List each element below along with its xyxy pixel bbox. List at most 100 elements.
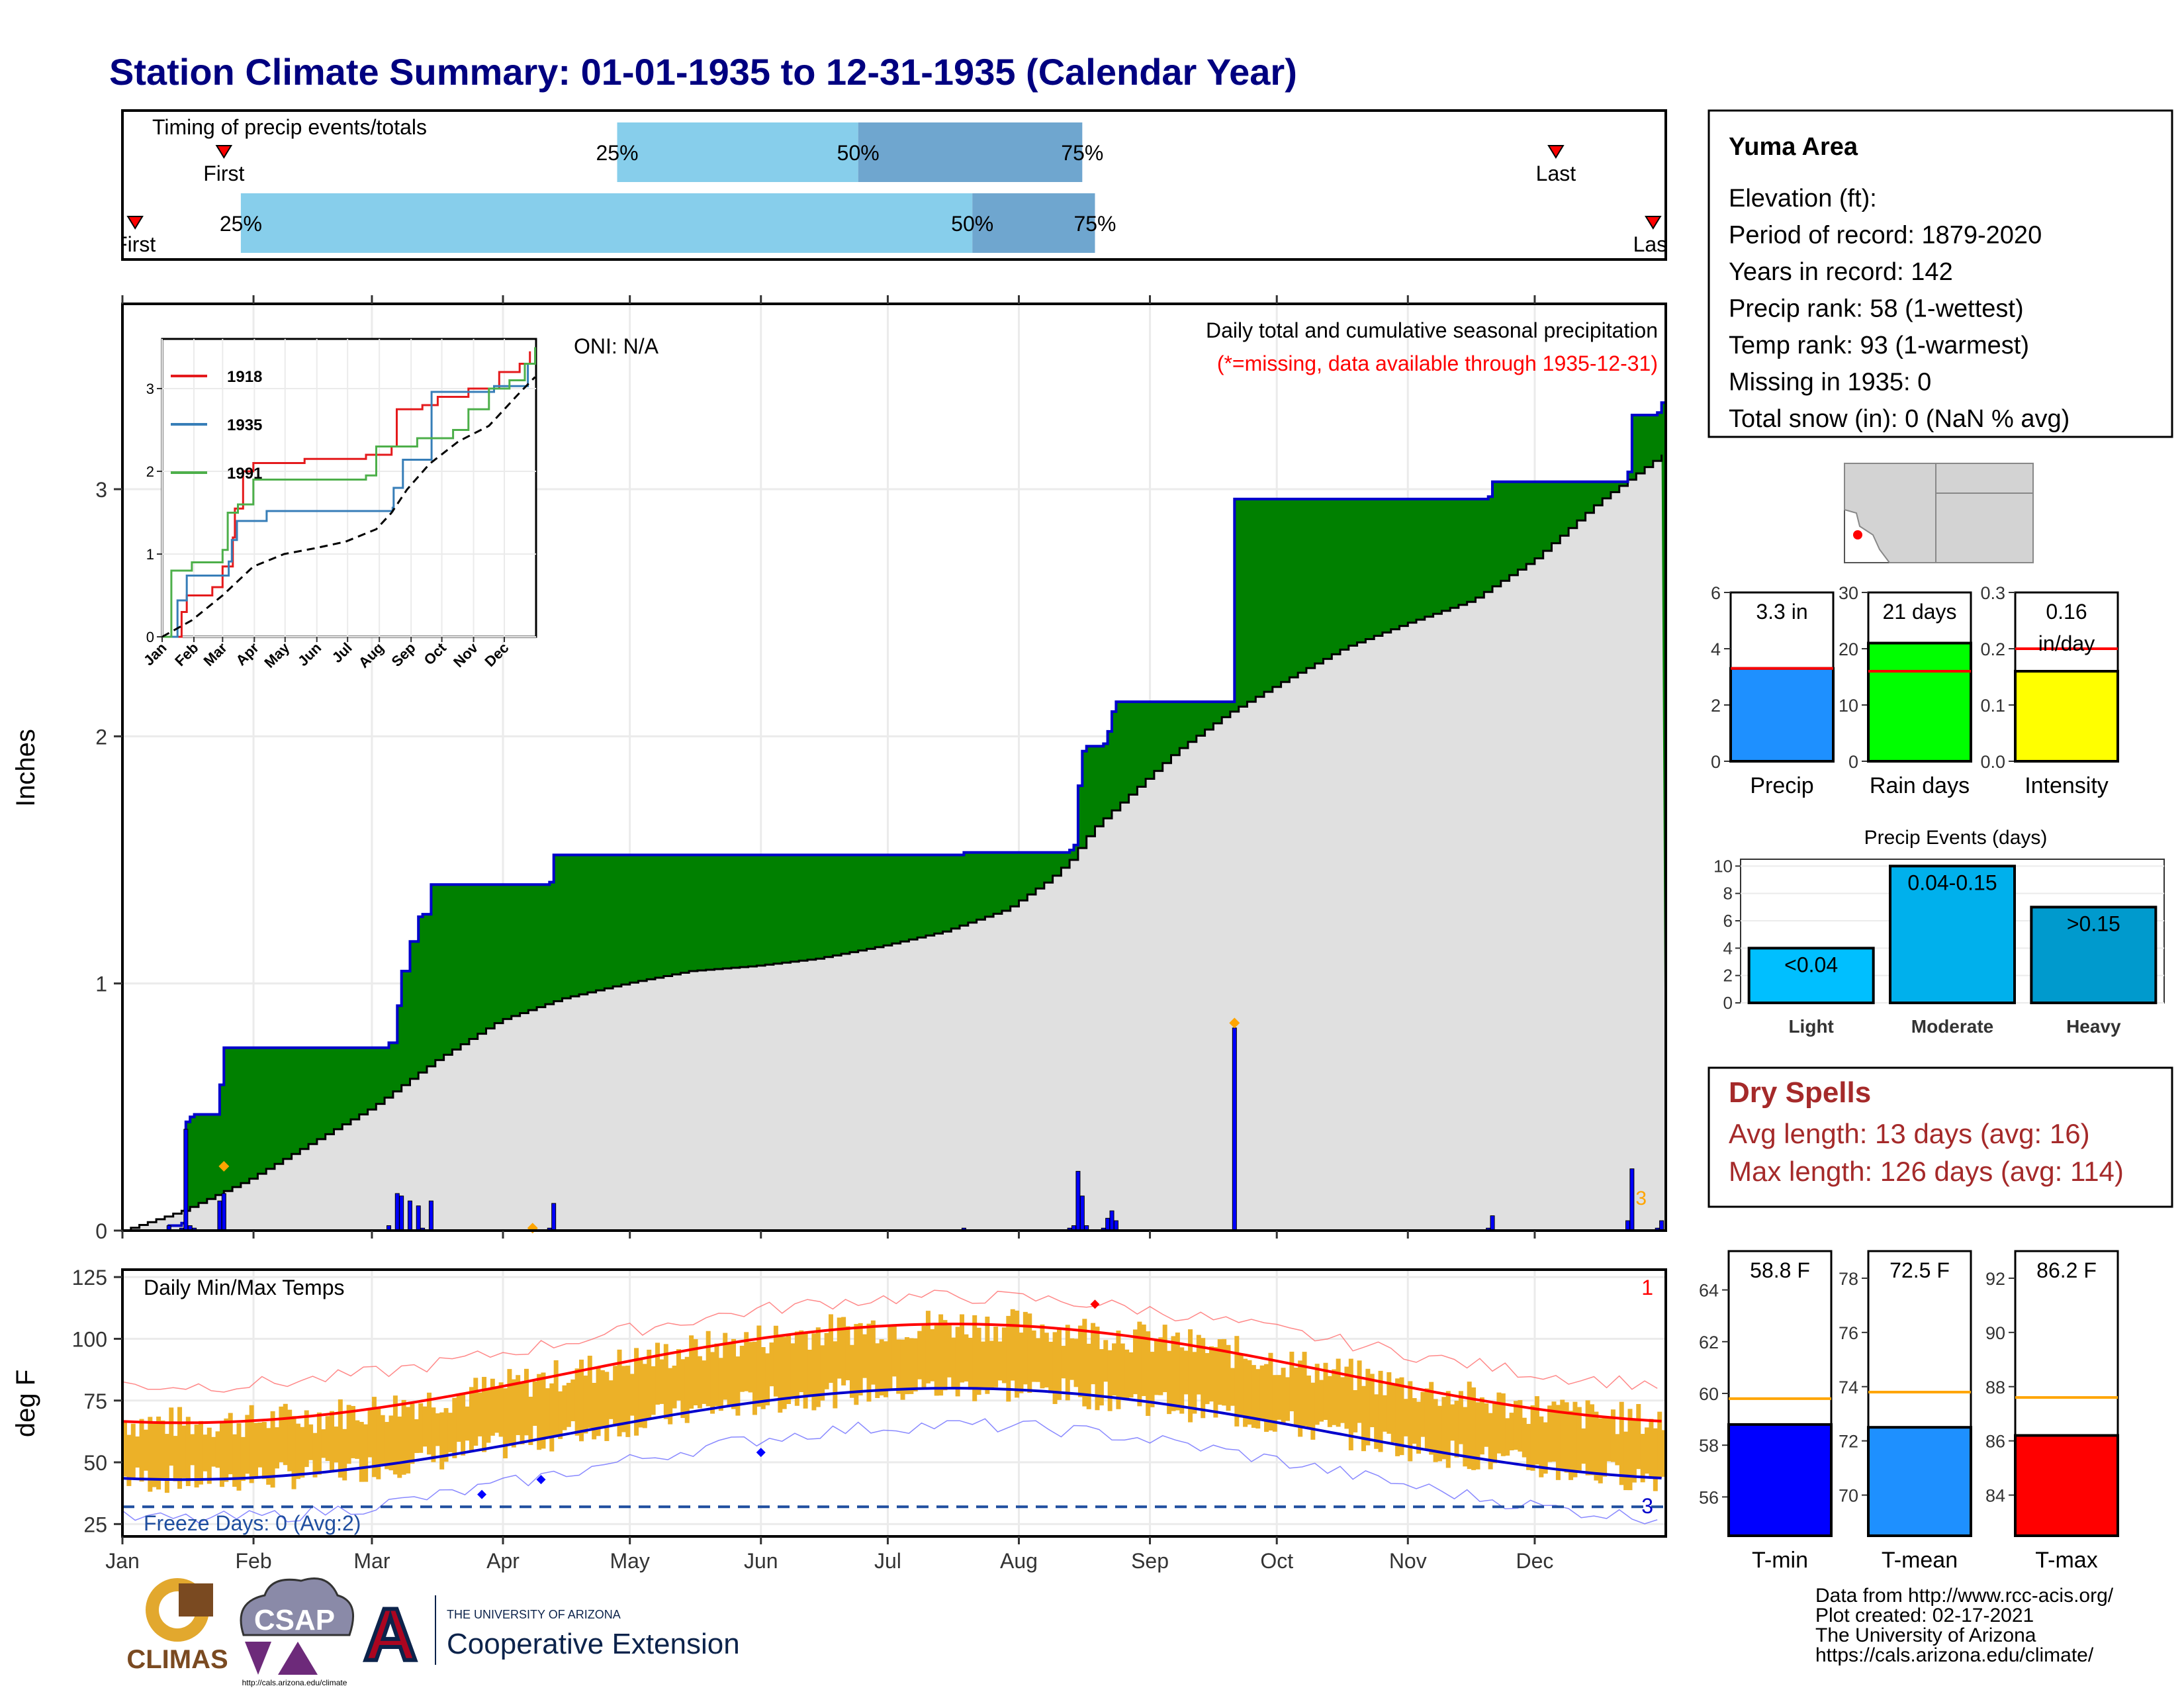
daily-precip-bar	[183, 1129, 189, 1231]
daily-temp-bar	[579, 1359, 584, 1442]
daily-temp-bar	[782, 1336, 787, 1409]
timing-last-label: Last	[1633, 232, 1674, 256]
daily-temp-bar	[452, 1397, 457, 1458]
temp-month-label: Jul	[874, 1549, 901, 1573]
summary-tmean-y-tick-label: 76	[1839, 1323, 1858, 1343]
daily-temp-bar	[1213, 1346, 1218, 1418]
daily-temp-bar	[1023, 1311, 1028, 1385]
daily-temp-bar	[283, 1403, 288, 1466]
summary-intensity-value-label: 0.16	[2046, 600, 2087, 624]
summary-precip-y-tick-label: 2	[1711, 696, 1721, 716]
average-min-temp-line	[122, 1387, 1662, 1481]
temp-month-label: Feb	[235, 1549, 271, 1573]
daily-temp-bar	[964, 1334, 969, 1382]
summary-tmin-y-tick-label: 56	[1699, 1487, 1719, 1507]
inset-legend-label: 1918	[227, 368, 262, 386]
daily-temp-bar	[705, 1331, 711, 1407]
ua-block-a-bg	[361, 1592, 420, 1665]
daily-temp-bar	[752, 1341, 757, 1415]
daily-temp-bar	[921, 1325, 927, 1388]
dry-spells-avg: Avg length: 13 days (avg: 16)	[1729, 1118, 2090, 1149]
inset-series-line	[162, 351, 531, 638]
daily-temp-bar	[854, 1324, 859, 1405]
daily-temp-bar	[744, 1332, 749, 1391]
daily-temp-bar	[312, 1432, 318, 1477]
daily-temp-bar	[160, 1420, 165, 1480]
summary-tmean-bar	[1867, 1426, 1972, 1537]
daily-temp-bar	[845, 1326, 850, 1381]
daily-temp-bar	[385, 1422, 390, 1470]
daily-temp-bar	[663, 1344, 668, 1419]
daily-temp-bar	[1598, 1418, 1603, 1483]
average-cumulative-area	[122, 454, 1666, 1231]
daily-temp-bar	[1412, 1398, 1417, 1444]
timing-q2-bar	[617, 122, 858, 182]
daily-temp-bar	[1509, 1413, 1514, 1450]
daily-temp-bar	[1061, 1346, 1066, 1379]
daily-temp-bar	[807, 1349, 813, 1397]
daily-temp-bar	[1036, 1338, 1041, 1382]
daily-temp-bar	[727, 1342, 732, 1406]
daily-temp-bar	[1653, 1428, 1658, 1491]
daily-temp-bar	[511, 1379, 516, 1448]
daily-temp-bar	[723, 1333, 728, 1400]
daily-temp-bar	[334, 1427, 339, 1463]
daily-temp-bar	[1526, 1424, 1531, 1470]
csap-url: http://cals.arizona.edu/climate	[242, 1678, 347, 1687]
station-info-line: Period of record: 1879-2020	[1729, 222, 2042, 250]
daily-temp-bar	[253, 1423, 259, 1478]
daily-temp-bar	[1610, 1409, 1615, 1462]
events-y-tick-label: 8	[1723, 884, 1733, 904]
footer-credits: Data from http://www.rcc-acis.org/ Plot …	[1815, 1585, 2114, 1666]
daily-temp-bar	[203, 1434, 208, 1472]
daily-temp-bar	[570, 1379, 576, 1421]
daily-temp-bar	[545, 1388, 550, 1438]
daily-temp-bar	[718, 1358, 723, 1411]
daily-temp-bar	[1441, 1397, 1447, 1460]
record-high-envelope	[122, 1289, 1658, 1393]
temp-y-tick-label: 125	[72, 1266, 107, 1289]
daily-temp-bar	[1086, 1343, 1091, 1409]
daily-temp-bar	[811, 1333, 817, 1411]
daily-temp-bar	[1247, 1360, 1252, 1425]
daily-temp-bar	[942, 1320, 948, 1391]
daily-temp-bar	[308, 1424, 314, 1460]
station-frame	[1707, 109, 2173, 438]
summary-tmax-y-tick-label: 86	[1985, 1432, 2005, 1452]
summary-tmean-y-tick-label: 74	[1839, 1378, 1858, 1397]
daily-temp-bar	[731, 1338, 737, 1409]
daily-temp-bar	[1264, 1364, 1269, 1432]
daily-temp-bar	[1027, 1313, 1032, 1393]
precip-chart-subtitle: (*=missing, data available through 1935-…	[1217, 352, 1658, 375]
daily-temp-bar	[1547, 1405, 1553, 1462]
daily-temp-bar	[803, 1333, 808, 1409]
summary-tmean-x-label: T-mean	[1882, 1548, 1958, 1573]
summary-intensity-y-tick-label: 0.3	[1980, 583, 2005, 603]
station-info-line: Total snow (in): 0 (NaN % avg)	[1729, 405, 2070, 433]
daily-temp-bar	[824, 1333, 829, 1389]
timing-p75-label: 75%	[1061, 141, 1103, 165]
summary-tmax-x-label: T-max	[2035, 1548, 2097, 1573]
daily-temp-bar	[1581, 1428, 1586, 1464]
daily-temp-bar	[1361, 1385, 1366, 1452]
temp-corner-bottom: 3	[1641, 1494, 1653, 1518]
summary-tmean-y-tick-label: 78	[1839, 1269, 1858, 1289]
events-bar	[2030, 906, 2158, 1005]
daily-temp-bar	[960, 1314, 965, 1383]
temp-record-marker	[1090, 1299, 1100, 1309]
daily-temp-bar	[1467, 1382, 1472, 1470]
daily-temp-bar	[1302, 1352, 1307, 1427]
daily-temp-bar	[1015, 1310, 1020, 1398]
daily-temp-bar	[625, 1365, 631, 1437]
events-category-label: Heavy	[2066, 1016, 2121, 1037]
daily-temp-bar	[232, 1434, 238, 1487]
precip-y-tick-label: 2	[95, 725, 107, 749]
daily-temp-bar	[689, 1335, 694, 1409]
daily-temp-bar	[1585, 1400, 1590, 1476]
cumulative-1935-line	[122, 401, 1666, 1232]
summary-tmean-y-tick-label: 70	[1839, 1486, 1858, 1506]
summary-raindays-value-label: 21 days	[1882, 600, 1956, 624]
daily-temp-bar	[401, 1399, 406, 1475]
